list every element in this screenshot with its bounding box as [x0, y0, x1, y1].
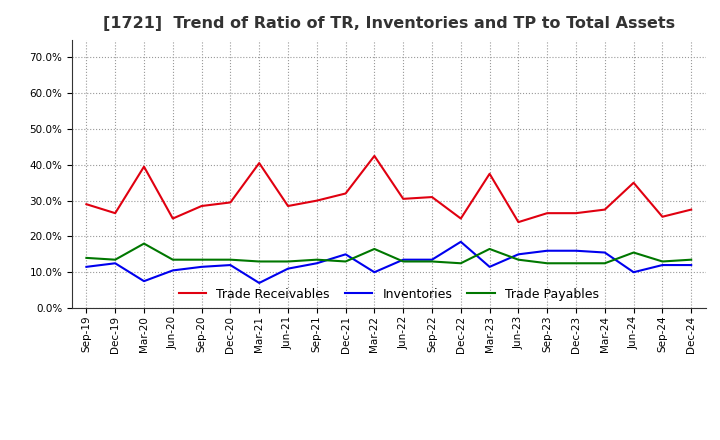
Trade Receivables [572, 210, 580, 216]
Trade Payables [514, 257, 523, 262]
Trade Receivables [456, 216, 465, 221]
Trade Receivables [255, 161, 264, 166]
Inventories [543, 248, 552, 253]
Trade Receivables [82, 202, 91, 207]
Trade Payables [197, 257, 206, 262]
Trade Receivables [687, 207, 696, 212]
Inventories [111, 260, 120, 266]
Trade Receivables [543, 210, 552, 216]
Inventories [284, 266, 292, 271]
Trade Receivables [312, 198, 321, 203]
Inventories [341, 252, 350, 257]
Inventories [140, 279, 148, 284]
Trade Payables [600, 260, 609, 266]
Inventories [168, 268, 177, 273]
Inventories [82, 264, 91, 269]
Line: Trade Receivables: Trade Receivables [86, 156, 691, 222]
Trade Payables [572, 260, 580, 266]
Inventories [197, 264, 206, 269]
Trade Receivables [140, 164, 148, 169]
Inventories [687, 262, 696, 268]
Trade Payables [168, 257, 177, 262]
Trade Payables [543, 260, 552, 266]
Trade Payables [687, 257, 696, 262]
Trade Receivables [629, 180, 638, 185]
Inventories [226, 262, 235, 268]
Trade Receivables [341, 191, 350, 196]
Inventories [399, 257, 408, 262]
Inventories [312, 260, 321, 266]
Trade Receivables [485, 171, 494, 176]
Inventories [629, 270, 638, 275]
Trade Payables [428, 259, 436, 264]
Trade Receivables [168, 216, 177, 221]
Line: Inventories: Inventories [86, 242, 691, 283]
Legend: Trade Receivables, Inventories, Trade Payables: Trade Receivables, Inventories, Trade Pa… [175, 284, 603, 304]
Inventories [600, 250, 609, 255]
Trade Payables [399, 259, 408, 264]
Inventories [572, 248, 580, 253]
Inventories [370, 270, 379, 275]
Trade Payables [82, 255, 91, 260]
Trade Receivables [226, 200, 235, 205]
Trade Receivables [111, 210, 120, 216]
Trade Receivables [197, 203, 206, 209]
Trade Payables [658, 259, 667, 264]
Trade Receivables [428, 194, 436, 200]
Trade Payables [111, 257, 120, 262]
Trade Receivables [514, 220, 523, 225]
Trade Payables [456, 260, 465, 266]
Trade Receivables [284, 203, 292, 209]
Inventories [514, 252, 523, 257]
Trade Payables [629, 250, 638, 255]
Trade Payables [312, 257, 321, 262]
Inventories [658, 262, 667, 268]
Trade Receivables [600, 207, 609, 212]
Trade Payables [341, 259, 350, 264]
Trade Receivables [370, 153, 379, 158]
Trade Payables [485, 246, 494, 252]
Trade Payables [140, 241, 148, 246]
Trade Payables [255, 259, 264, 264]
Inventories [456, 239, 465, 245]
Inventories [428, 257, 436, 262]
Line: Trade Payables: Trade Payables [86, 244, 691, 263]
Inventories [255, 280, 264, 286]
Trade Receivables [399, 196, 408, 202]
Trade Payables [226, 257, 235, 262]
Trade Payables [284, 259, 292, 264]
Inventories [485, 264, 494, 269]
Trade Receivables [658, 214, 667, 220]
Trade Payables [370, 246, 379, 252]
Title: [1721]  Trend of Ratio of TR, Inventories and TP to Total Assets: [1721] Trend of Ratio of TR, Inventories… [103, 16, 675, 32]
